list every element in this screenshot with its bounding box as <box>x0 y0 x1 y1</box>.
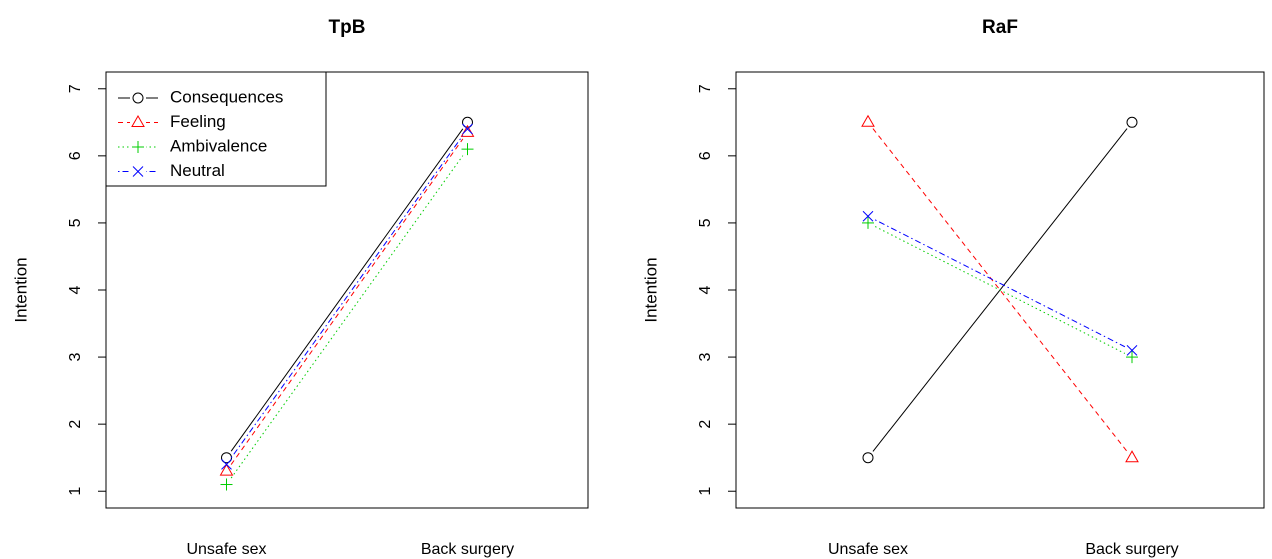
data-point <box>460 124 475 137</box>
legend: Consequences Feeling Ambivalence Neutral <box>105 71 327 187</box>
data-point <box>1125 450 1139 463</box>
y-axis: 1 2 3 4 5 6 7 <box>67 84 106 496</box>
y-tick-label: 4 <box>67 285 84 294</box>
x-tick-label: Back surgery <box>421 541 514 558</box>
y-tick-label: 3 <box>697 353 714 362</box>
data-point <box>462 116 473 128</box>
data-point <box>219 463 234 476</box>
x-axis: Unsafe sex Back surgery <box>828 541 1179 558</box>
legend-marker <box>132 141 144 153</box>
data-point <box>1126 116 1138 128</box>
y-tick-label: 7 <box>697 84 714 93</box>
y-axis: 1 2 3 4 5 6 7 <box>697 84 736 496</box>
legend-entry: Consequences <box>118 87 283 106</box>
series-neutral <box>862 210 1138 356</box>
legend-marker <box>132 92 144 104</box>
legend-marker <box>131 114 145 127</box>
series-line <box>874 219 1126 348</box>
y-tick-label: 5 <box>697 218 714 227</box>
series-layer <box>861 114 1139 464</box>
series-line <box>230 128 464 452</box>
y-axis-label: Intention <box>641 257 660 322</box>
series-layer <box>219 116 475 491</box>
legend-label: Consequences <box>170 87 283 106</box>
y-tick-label: 4 <box>697 285 714 294</box>
data-point <box>1126 345 1138 356</box>
x-tick-label: Unsafe sex <box>186 541 266 558</box>
chart-title: RaF <box>982 17 1018 38</box>
chart-panel-tpb: TpB Intention 1 2 3 4 5 6 7 Unsafe sex Back sur… <box>11 17 589 558</box>
legend-label: Ambivalence <box>170 136 267 155</box>
x-tick-label: Back surgery <box>1085 541 1178 558</box>
data-point <box>462 123 473 135</box>
data-point <box>861 114 875 127</box>
y-tick-label: 2 <box>67 420 84 429</box>
data-point <box>461 143 474 156</box>
chart-title: TpB <box>329 17 366 38</box>
data-point <box>221 459 232 470</box>
y-tick-label: 1 <box>67 487 84 496</box>
series-feeling <box>219 124 475 476</box>
y-tick-label: 7 <box>67 84 84 93</box>
data-point <box>862 452 874 464</box>
y-axis-label: Intention <box>11 257 30 322</box>
data-point <box>862 216 874 229</box>
series-ambivalence <box>862 216 1138 364</box>
series-feeling <box>861 114 1139 463</box>
x-tick-label: Unsafe sex <box>828 541 908 558</box>
legend-label: Neutral <box>170 161 225 180</box>
y-tick-label: 2 <box>697 420 714 429</box>
legend-marker <box>132 166 144 177</box>
legend-entry: Ambivalence <box>118 136 267 155</box>
chart-panel-raf: RaF Intention 1 2 3 4 5 6 7 Unsafe sex Back sur… <box>641 17 1265 558</box>
data-point <box>862 210 874 222</box>
legend-entry: Feeling <box>118 112 226 131</box>
legend-marker-bg <box>130 115 146 130</box>
series-line <box>230 138 464 465</box>
y-tick-label: 6 <box>697 151 714 160</box>
legend-entry: Neutral <box>118 161 225 180</box>
y-tick-label: 6 <box>67 151 84 160</box>
series-line <box>230 155 464 479</box>
data-point <box>220 478 233 491</box>
y-tick-label: 5 <box>67 218 84 227</box>
series-line <box>874 226 1126 354</box>
x-axis: Unsafe sex Back surgery <box>186 541 514 558</box>
data-point <box>1126 351 1138 364</box>
legend-label: Feeling <box>170 112 226 131</box>
series-line <box>230 135 464 459</box>
y-tick-label: 3 <box>67 353 84 362</box>
y-tick-label: 1 <box>697 487 714 496</box>
series-neutral <box>221 123 473 470</box>
series-line <box>872 128 1128 452</box>
series-ambivalence <box>220 143 474 491</box>
